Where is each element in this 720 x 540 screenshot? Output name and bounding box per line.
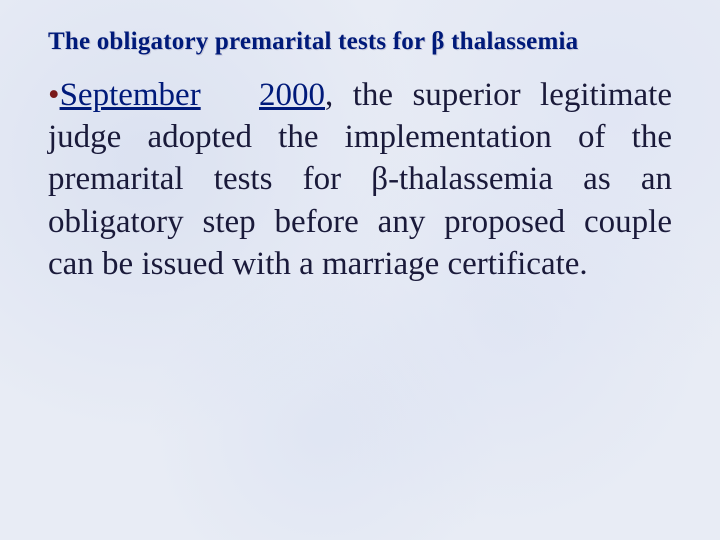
emph-year: 2000 xyxy=(259,77,325,113)
slide-body: •September 2000, the superior legitimate… xyxy=(48,74,672,285)
bullet-icon: • xyxy=(48,77,60,113)
slide-title: The obligatory premarital tests for β th… xyxy=(48,28,672,56)
emph-month: September xyxy=(60,77,201,113)
